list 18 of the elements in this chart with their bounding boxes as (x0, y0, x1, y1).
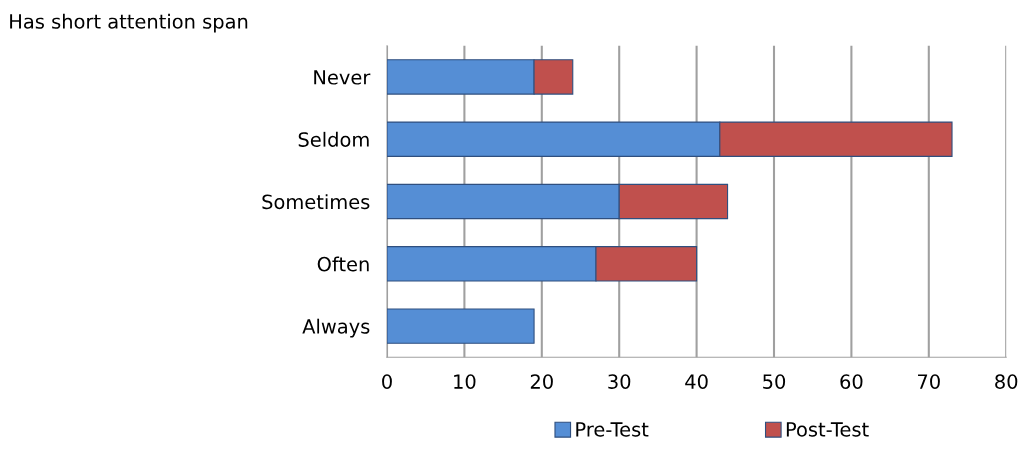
legend-label: Pre-Test (576, 422, 649, 437)
y-tick-label: Seldom (298, 131, 369, 147)
bar (387, 308, 535, 344)
x-tick-label: 40 (685, 374, 708, 389)
x-tick-label: 20 (530, 374, 553, 389)
text: Has short attention span (10, 13, 248, 33)
x-tick-label: 60 (840, 374, 863, 389)
x-tick-label: 70 (918, 374, 940, 389)
y-tick-label: Never (314, 70, 371, 85)
x-tick-label: 50 (763, 374, 786, 389)
y-tick-label: Often (317, 256, 369, 272)
legend-label: Post-Test (786, 422, 869, 437)
x-tick-label: 10 (454, 374, 476, 389)
y-tick-label: Sometimes (262, 194, 370, 210)
x-tick-label: 80 (995, 374, 1018, 389)
y-tick-label: Always (302, 318, 370, 338)
x-tick-label: 30 (608, 374, 631, 389)
x-tick-label: 0 (382, 374, 392, 389)
